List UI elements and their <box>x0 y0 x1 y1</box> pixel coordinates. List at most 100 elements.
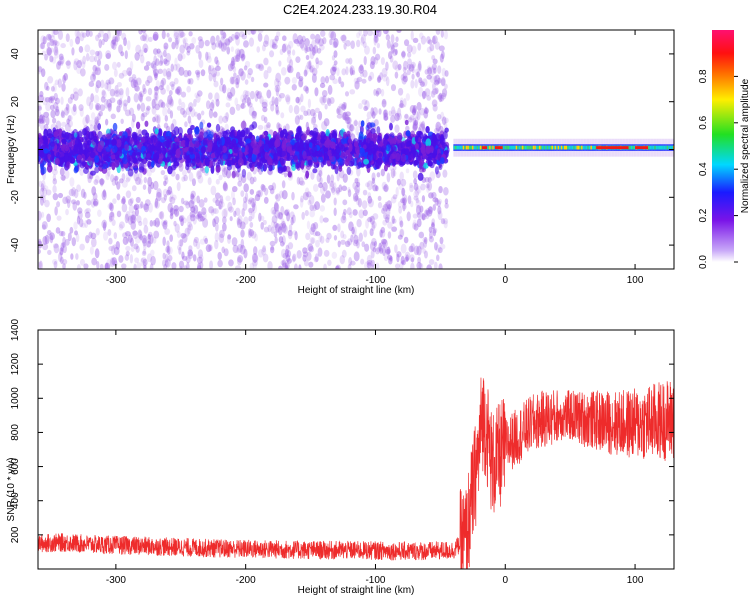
spectrogram-cell <box>399 228 405 238</box>
spectrogram-cell <box>111 178 117 186</box>
spectrogram-cell <box>89 246 94 255</box>
spectrogram-cell <box>238 31 245 38</box>
spectrogram-cell <box>62 263 66 269</box>
spectrogram-cell <box>42 187 48 197</box>
spectrogram-cell <box>58 252 63 263</box>
spectrogram-cell <box>142 184 147 190</box>
spectrogram-cell <box>38 260 43 269</box>
spectrogram-cell <box>138 91 143 102</box>
spectrogram-cell <box>276 31 281 38</box>
spectrogram-cell <box>182 38 187 49</box>
spectrogram-cell <box>45 46 52 56</box>
spectrogram-cell <box>58 53 64 61</box>
spectrogram-cell <box>251 209 255 220</box>
spectrogram-cell <box>140 30 147 33</box>
spectrogram-cell <box>551 145 554 150</box>
spectrogram-cell <box>390 44 395 54</box>
spectrogram-cell <box>493 145 496 150</box>
spectrogram-cell <box>381 246 386 257</box>
spectrogram-cell <box>152 219 157 227</box>
spectrogram-cell <box>111 219 116 226</box>
spectrogram-cell <box>44 53 48 61</box>
spectrogram-cell <box>124 213 129 224</box>
spectrogram-cell <box>358 103 363 110</box>
spectrogram-cell <box>320 193 326 203</box>
spectrogram-cell <box>153 55 157 66</box>
spectrogram-cell <box>382 30 389 35</box>
spectrogram-cell <box>440 135 444 144</box>
spectrogram-cell <box>236 218 243 229</box>
spectrogram-cell <box>93 179 99 185</box>
spectrogram-cell <box>282 224 288 234</box>
spectrogram-cell <box>314 231 321 237</box>
spectrogram-cell <box>108 211 115 221</box>
spectrogram-cell <box>172 194 177 201</box>
spectrogram-cell <box>162 50 167 58</box>
spectrogram-cell <box>263 116 268 124</box>
spectrogram-cell <box>287 242 294 250</box>
spectrogram-cell <box>298 96 302 106</box>
spectrogram-cell <box>76 154 82 161</box>
spectrogram-cell <box>73 58 80 65</box>
spectrogram-cell <box>112 34 118 42</box>
spectrogram-cell <box>164 253 169 263</box>
spectrogram-cell <box>367 216 373 223</box>
spectrogram-cell <box>293 39 300 45</box>
spectrogram-cell <box>309 209 316 218</box>
spectrogram-cell <box>198 38 205 49</box>
spectrogram-cell <box>169 213 174 220</box>
spectrogram-cell <box>189 214 196 222</box>
spectrogram-cell <box>38 118 42 127</box>
spectrogram-cell <box>167 108 171 115</box>
spectrogram-cell <box>220 30 226 40</box>
spectrogram-cell <box>247 68 253 76</box>
spectrogram-cell <box>131 210 137 221</box>
spectrogram-cell <box>397 200 403 208</box>
spectrogram-cell <box>261 99 268 106</box>
spectrogram-cell <box>371 221 376 230</box>
spectrogram-cell <box>105 79 111 85</box>
spectrogram-cell <box>251 201 256 212</box>
spectrogram-cell <box>108 245 114 252</box>
spectrogram-cell <box>396 251 402 258</box>
spectrogram-cell <box>53 131 59 138</box>
spectrogram-cell <box>472 145 474 150</box>
spectrogram-cell <box>234 265 241 269</box>
spectrogram-cell <box>196 265 202 269</box>
spectrogram-cell <box>271 43 278 50</box>
spectrogram-cell <box>40 42 46 50</box>
spectrogram-cell <box>376 126 381 135</box>
spectrogram-cell <box>353 226 357 236</box>
spectrogram-cell <box>60 174 66 181</box>
spectrogram-cell <box>113 68 118 78</box>
spectrogram-cell <box>459 145 462 150</box>
spectrogram-cell <box>302 247 308 254</box>
spectrogram-cell <box>300 93 304 103</box>
spectrogram-cell <box>167 245 171 255</box>
spectrogram-cell <box>336 67 340 76</box>
spectrogram-cell <box>154 91 158 100</box>
spectrogram-cell <box>107 228 112 237</box>
spectrogram-cell <box>425 125 430 134</box>
spectrogram-cell <box>440 76 446 87</box>
spectrogram-cell <box>383 254 389 262</box>
spectrogram-cell <box>38 65 42 75</box>
spectrogram-cell <box>138 230 143 240</box>
spectrogram-cell <box>209 260 214 269</box>
spectrogram-cell <box>248 207 253 216</box>
spectrogram-cell <box>214 148 220 158</box>
spectrogram-cell <box>384 201 388 212</box>
spectrogram-cell <box>370 128 376 135</box>
spectrogram-cell <box>349 211 353 219</box>
spectrogram-cell <box>369 122 376 128</box>
spectrogram-cell <box>154 142 161 150</box>
spectrogram-cell <box>360 36 365 46</box>
spectrogram-cell <box>390 168 396 179</box>
spectrogram-cell <box>69 226 74 234</box>
spectrogram-cell <box>210 35 216 46</box>
spectrogram-cell <box>74 165 79 172</box>
spectrogram-cell <box>275 109 280 116</box>
spectrogram-cell <box>280 157 285 166</box>
spectrogram-cell <box>366 180 373 191</box>
spectrogram-cell <box>57 192 64 199</box>
